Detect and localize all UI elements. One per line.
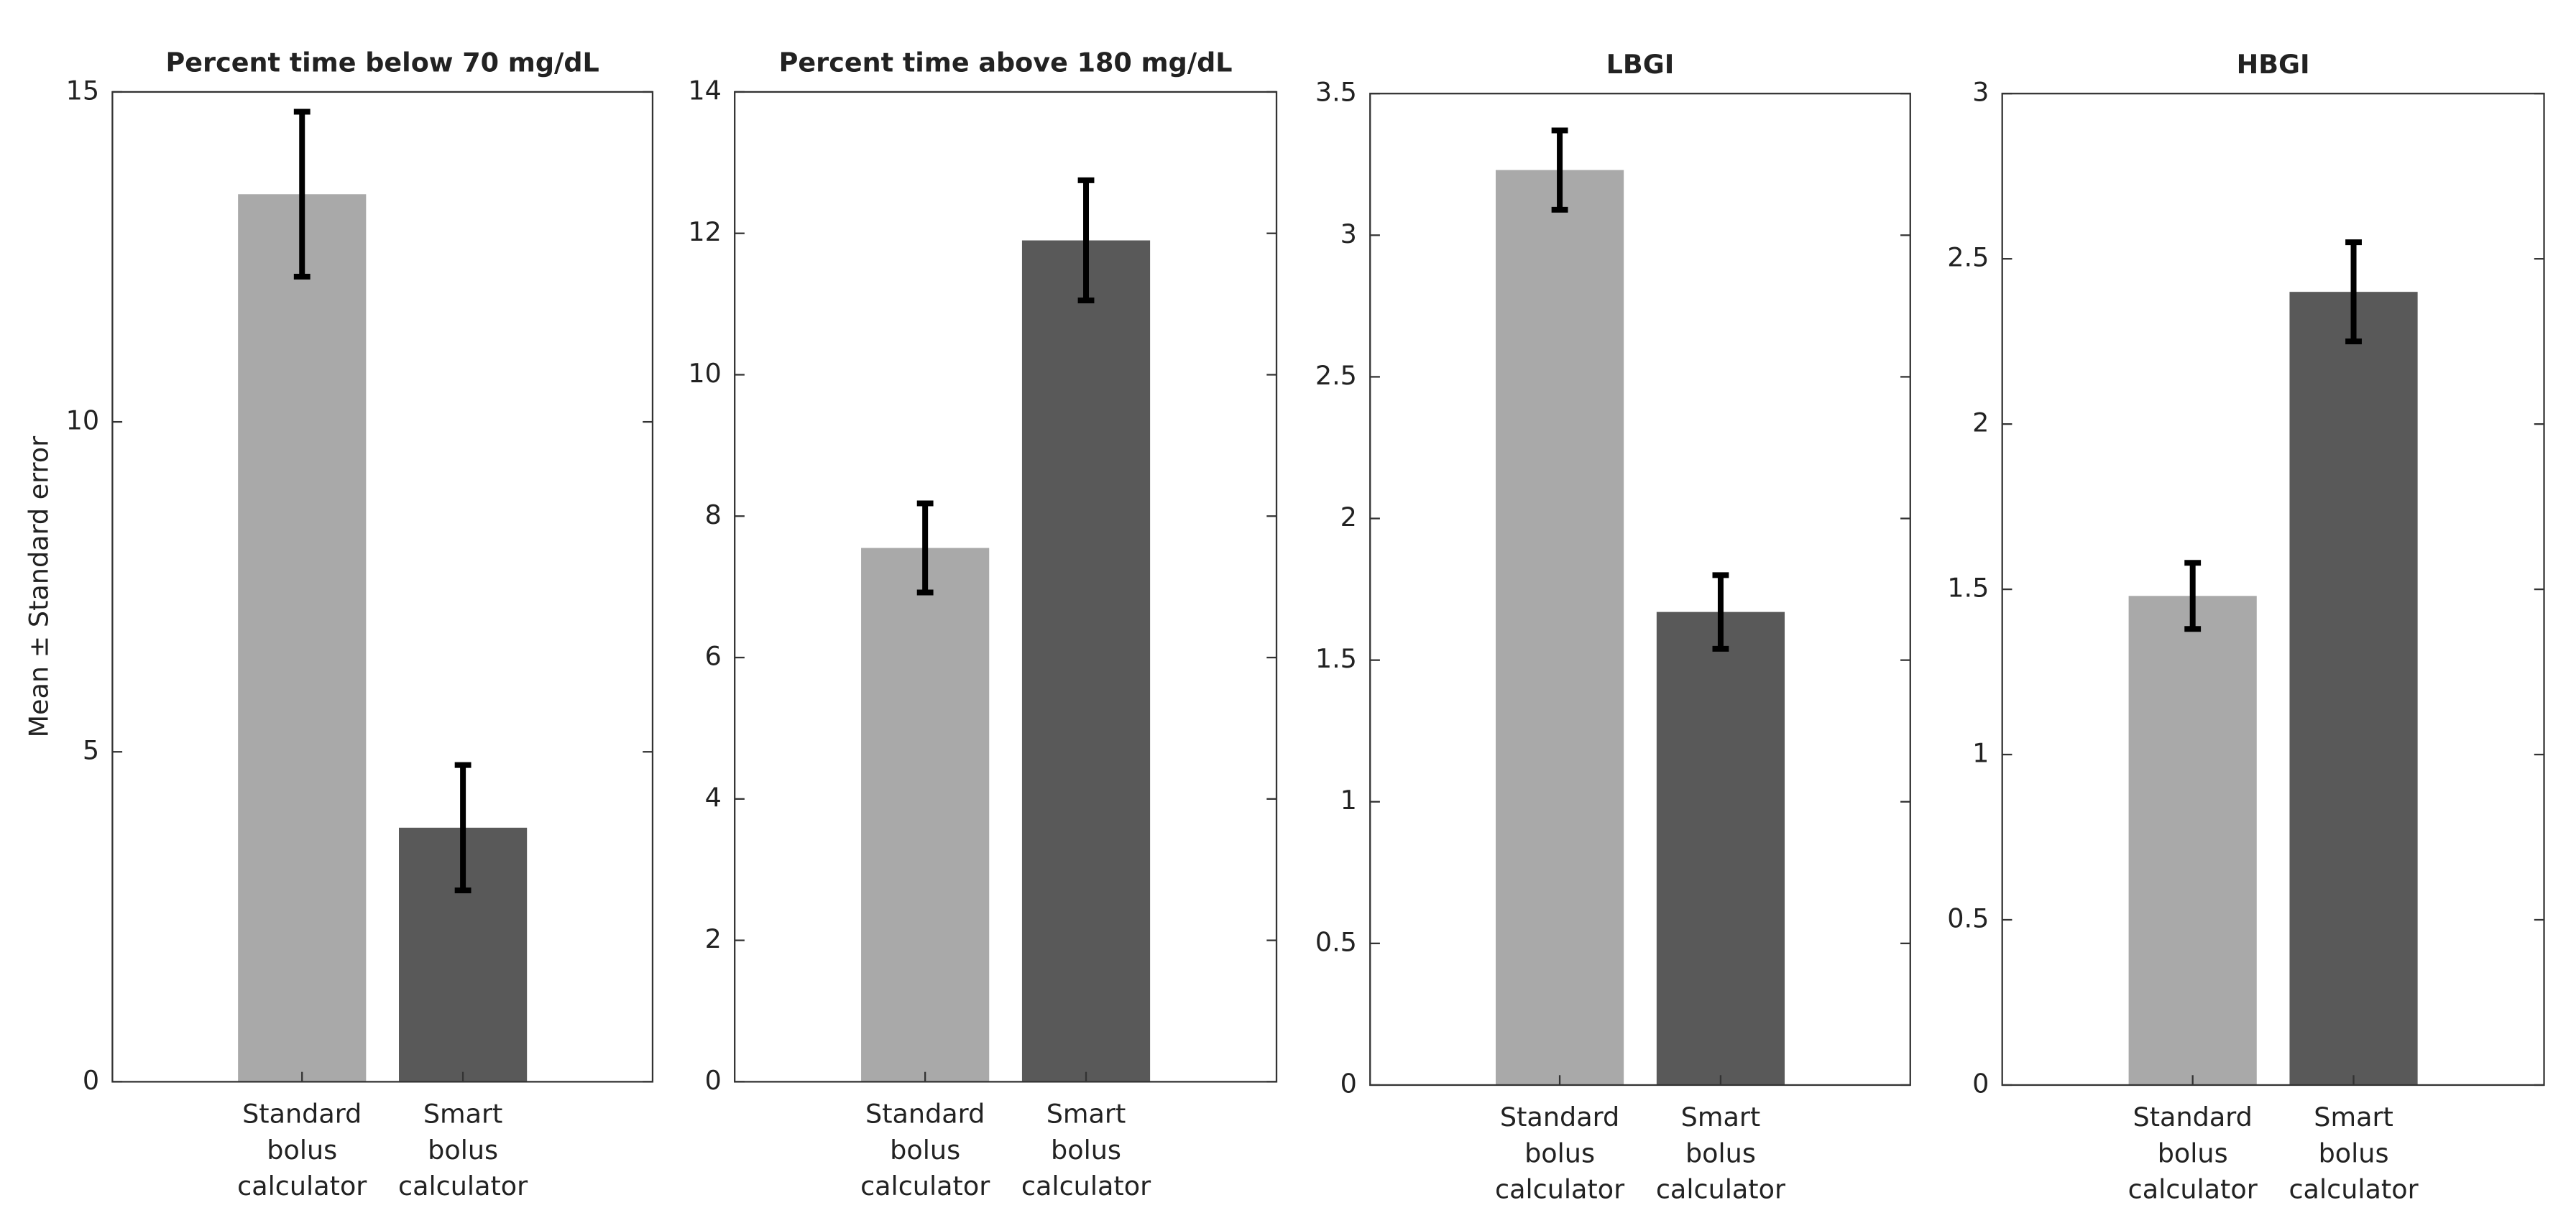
x-tick-label-box: Smart bolus calculator [398, 1098, 528, 1202]
y-tick-label: 14 [688, 75, 722, 106]
plot-frame [2001, 93, 2545, 1086]
x-tick-label-box: Standard bolus calculator [2128, 1101, 2258, 1205]
y-tick-label: 3 [1340, 218, 1357, 249]
bar [238, 194, 367, 1082]
x-tick-label: Smart bolus calculator [2288, 1101, 2419, 1205]
bar [1021, 240, 1151, 1082]
plot-frame [1369, 93, 1911, 1086]
x-tick-label-box: Standard bolus calculator [860, 1098, 990, 1202]
y-tick-label: 5 [83, 735, 99, 766]
y-axis-label: Mean ± Standard error [23, 435, 54, 738]
plot-frame [734, 91, 1278, 1083]
x-tick-label: Smart bolus calculator [1021, 1098, 1151, 1202]
bar [1656, 612, 1785, 1085]
chart-title: Percent time below 70 mg/dL [166, 47, 599, 78]
y-tick-label: 8 [705, 499, 722, 530]
y-tick-label: 0 [1972, 1068, 1989, 1099]
y-tick-label: 6 [705, 641, 722, 672]
y-tick-label: 2.5 [1947, 242, 1989, 273]
y-tick-label: 0 [705, 1065, 722, 1096]
y-tick-label: 4 [705, 782, 722, 813]
y-tick-label: 0.5 [1315, 926, 1357, 957]
chart-title: LBGI [1606, 49, 1675, 80]
x-tick-label: Smart bolus calculator [398, 1098, 528, 1202]
y-tick-label: 10 [66, 405, 99, 436]
x-tick-label-box: Standard bolus calculator [1494, 1101, 1625, 1205]
x-tick-label-box: Standard bolus calculator [237, 1098, 367, 1202]
y-tick-label: 10 [688, 358, 722, 389]
x-tick-label: Standard bolus calculator [860, 1098, 990, 1202]
bar [1495, 170, 1624, 1085]
error-bar [916, 500, 934, 596]
y-tick-label: 0 [1340, 1068, 1357, 1099]
y-tick-label: 1 [1340, 785, 1357, 816]
error-bar [1712, 572, 1729, 652]
y-tick-label: 0 [83, 1065, 99, 1096]
y-tick-label: 2 [1972, 407, 1989, 438]
x-tick-label-box: Smart bolus calculator [1655, 1101, 1786, 1205]
y-tick-label: 1 [1972, 738, 1989, 769]
x-tick-label: Standard bolus calculator [1494, 1101, 1625, 1205]
x-tick-label: Standard bolus calculator [237, 1098, 367, 1202]
y-tick-label: 1.5 [1947, 573, 1989, 604]
bar [861, 548, 990, 1082]
chart-title: HBGI [2237, 49, 2310, 80]
error-bar [1077, 177, 1095, 304]
plot-frame [111, 91, 654, 1083]
y-tick-label: 15 [66, 75, 99, 106]
y-tick-label: 2 [705, 923, 722, 954]
bar [2128, 596, 2257, 1085]
y-tick-label: 12 [688, 216, 722, 247]
y-tick-label: 2 [1340, 502, 1357, 532]
y-tick-label: 1.5 [1315, 643, 1357, 674]
x-tick-label: Standard bolus calculator [2128, 1101, 2258, 1205]
y-tick-label: 2.5 [1315, 360, 1357, 391]
y-tick-label: 0.5 [1947, 903, 1989, 934]
x-tick-label: Smart bolus calculator [1655, 1101, 1786, 1205]
error-bar [293, 109, 310, 280]
error-bar [2184, 560, 2202, 632]
y-tick-label: 3 [1972, 77, 1989, 108]
y-tick-label: 3.5 [1315, 77, 1357, 108]
error-bar [1551, 127, 1568, 213]
x-tick-label-box: Smart bolus calculator [2288, 1101, 2419, 1205]
chart-title: Percent time above 180 mg/dL [779, 47, 1233, 78]
bar [2289, 292, 2418, 1085]
error-bar [2345, 239, 2362, 345]
x-tick-label-box: Smart bolus calculator [1021, 1098, 1151, 1202]
error-bar [454, 762, 472, 894]
